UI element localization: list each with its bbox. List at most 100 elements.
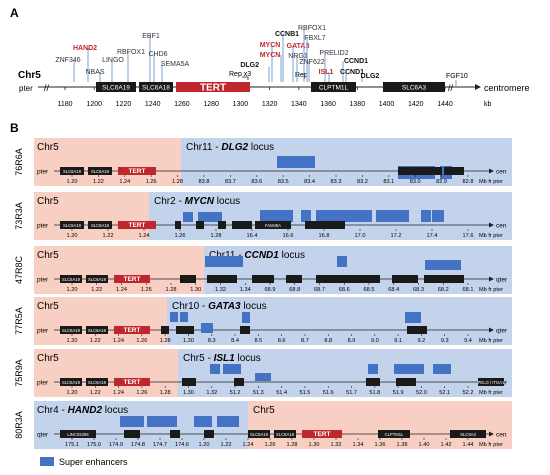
rep-label: Rep — [295, 72, 308, 79]
locus-title: Chr11 - DLG2 locus — [186, 142, 274, 153]
tick-label: 1440 — [437, 101, 453, 108]
partner-region — [181, 138, 512, 186]
breakpoint-label: DLG2 — [361, 73, 380, 80]
row-tick-label: 52.0 — [416, 390, 427, 396]
tick-label: 1240 — [145, 101, 161, 108]
legend-label: Super enhancers — [59, 457, 128, 467]
chr5-region — [34, 138, 181, 186]
gene-block — [161, 326, 169, 334]
gene-label: SLC6A18 — [91, 223, 110, 228]
super-enhancer — [217, 416, 239, 427]
super-enhancer — [242, 312, 250, 323]
gene-label: TERT — [314, 431, 331, 438]
locus-title-suffix: locus — [248, 142, 274, 153]
gene-label: SLC6A3 — [402, 84, 427, 91]
row-tick-label: 83.8 — [199, 179, 210, 185]
row-tick-label: 1.20 — [67, 287, 78, 293]
locus-title-gene: GATA3 — [208, 301, 241, 312]
gene-block — [286, 275, 302, 283]
locus-title-suffix: locus — [241, 301, 267, 312]
centromere-label: centromere — [484, 83, 530, 93]
breakpoint-label: GATA3 — [287, 43, 310, 50]
row-tick-label: 52.2 — [463, 390, 474, 396]
gene-box — [114, 378, 150, 386]
breakpoint-label: LINGO — [102, 57, 124, 64]
region-title: Chr5 — [37, 301, 59, 312]
axis-break-left: // — [44, 83, 50, 93]
super-enhancer — [421, 210, 431, 222]
row-tick-label: 8.5 — [254, 338, 262, 344]
locus-title-suffix: locus — [235, 353, 261, 364]
row-tick-label: 1.38 — [397, 442, 408, 448]
gene-box — [274, 430, 296, 438]
arrow-icon — [489, 168, 494, 174]
chr5-region — [34, 246, 204, 294]
gene-label: PELO / ITGA1 — [478, 380, 505, 385]
tick-label: 1400 — [379, 101, 395, 108]
row-tick-label: 1.20 — [199, 442, 210, 448]
sample-id: 47R8C — [14, 255, 24, 284]
sample-id: 73R3A — [14, 202, 24, 230]
row-tick-label: 1.22 — [221, 442, 232, 448]
breakpoint-label: MYCN — [260, 42, 281, 49]
row-tick-label: 8.9 — [348, 338, 356, 344]
row-tick-label: 9.0 — [371, 338, 379, 344]
gene-block — [207, 275, 237, 283]
row-tick-label: 68.9 — [265, 287, 276, 293]
super-enhancer — [260, 210, 293, 222]
super-enhancer — [233, 256, 243, 267]
breakpoint-label: CCND1 — [344, 58, 368, 65]
row-tick-label: 1.20 — [67, 390, 78, 396]
row-tick-label: 1.28 — [160, 338, 171, 344]
row-tick-label: 1.30 — [183, 390, 194, 396]
breakpoint-label: DLG2 — [240, 62, 259, 69]
tick-label: 1280 — [203, 101, 219, 108]
gene-box — [60, 326, 82, 334]
axis-break-right: // — [448, 83, 454, 93]
row-tick-label: 16.4 — [247, 233, 258, 239]
super-enhancer — [120, 416, 144, 427]
right-end-label: qter — [496, 328, 508, 335]
gene-label: SLC6A18 — [88, 277, 107, 282]
left-end-label: pter — [37, 328, 49, 335]
gene-box — [60, 167, 84, 175]
super-enhancer — [337, 256, 347, 267]
gene-box — [86, 275, 108, 283]
gene-box — [311, 82, 356, 92]
row-tick-label: 83.4 — [304, 179, 315, 185]
super-enhancer — [223, 364, 241, 374]
row-tick-label: 1.24 — [139, 233, 150, 239]
locus-title: Chr5 - ISL1 locus — [183, 353, 261, 364]
row-tick-label: 1.28 — [211, 233, 222, 239]
gene-box — [176, 82, 250, 92]
row-tick-label: 83.7 — [225, 179, 236, 185]
tick-label: 1200 — [86, 101, 102, 108]
gene-label: SLC6A18 — [88, 328, 107, 333]
row-tick-label: 8.7 — [301, 338, 309, 344]
region-title: Chr5 — [37, 353, 59, 364]
row-tick-label: 51.3 — [253, 390, 264, 396]
gene-box — [118, 221, 156, 229]
row-tick-label: 68.5 — [364, 287, 375, 293]
locus-title-gene: HAND2 — [68, 405, 103, 416]
gene-label: TERT — [129, 168, 146, 175]
gene-label: SLC6A18 — [88, 380, 107, 385]
row-tick-label: 1.24 — [116, 287, 127, 293]
locus-title-suffix: locus — [279, 250, 305, 261]
locus-title-prefix: Chr10 - — [172, 301, 208, 312]
gene-label: TERT — [129, 222, 146, 229]
row-tick-label: 83.2 — [357, 179, 368, 185]
row-tick-label: 1.40 — [419, 442, 430, 448]
row-tick-label: 1.30 — [183, 338, 194, 344]
row-tick-label: 51.7 — [346, 390, 357, 396]
tick-label: 1300 — [233, 101, 249, 108]
row-tick-label: 1.20 — [67, 179, 78, 185]
super-enhancer — [376, 210, 409, 222]
row-tick-label: 8.3 — [208, 338, 216, 344]
region-title: Chr5 — [253, 405, 275, 416]
row-tick-label: 1.32 — [215, 287, 226, 293]
breakpoint-label: NBAS — [85, 69, 104, 76]
row-tick-label: 1.26 — [146, 179, 157, 185]
